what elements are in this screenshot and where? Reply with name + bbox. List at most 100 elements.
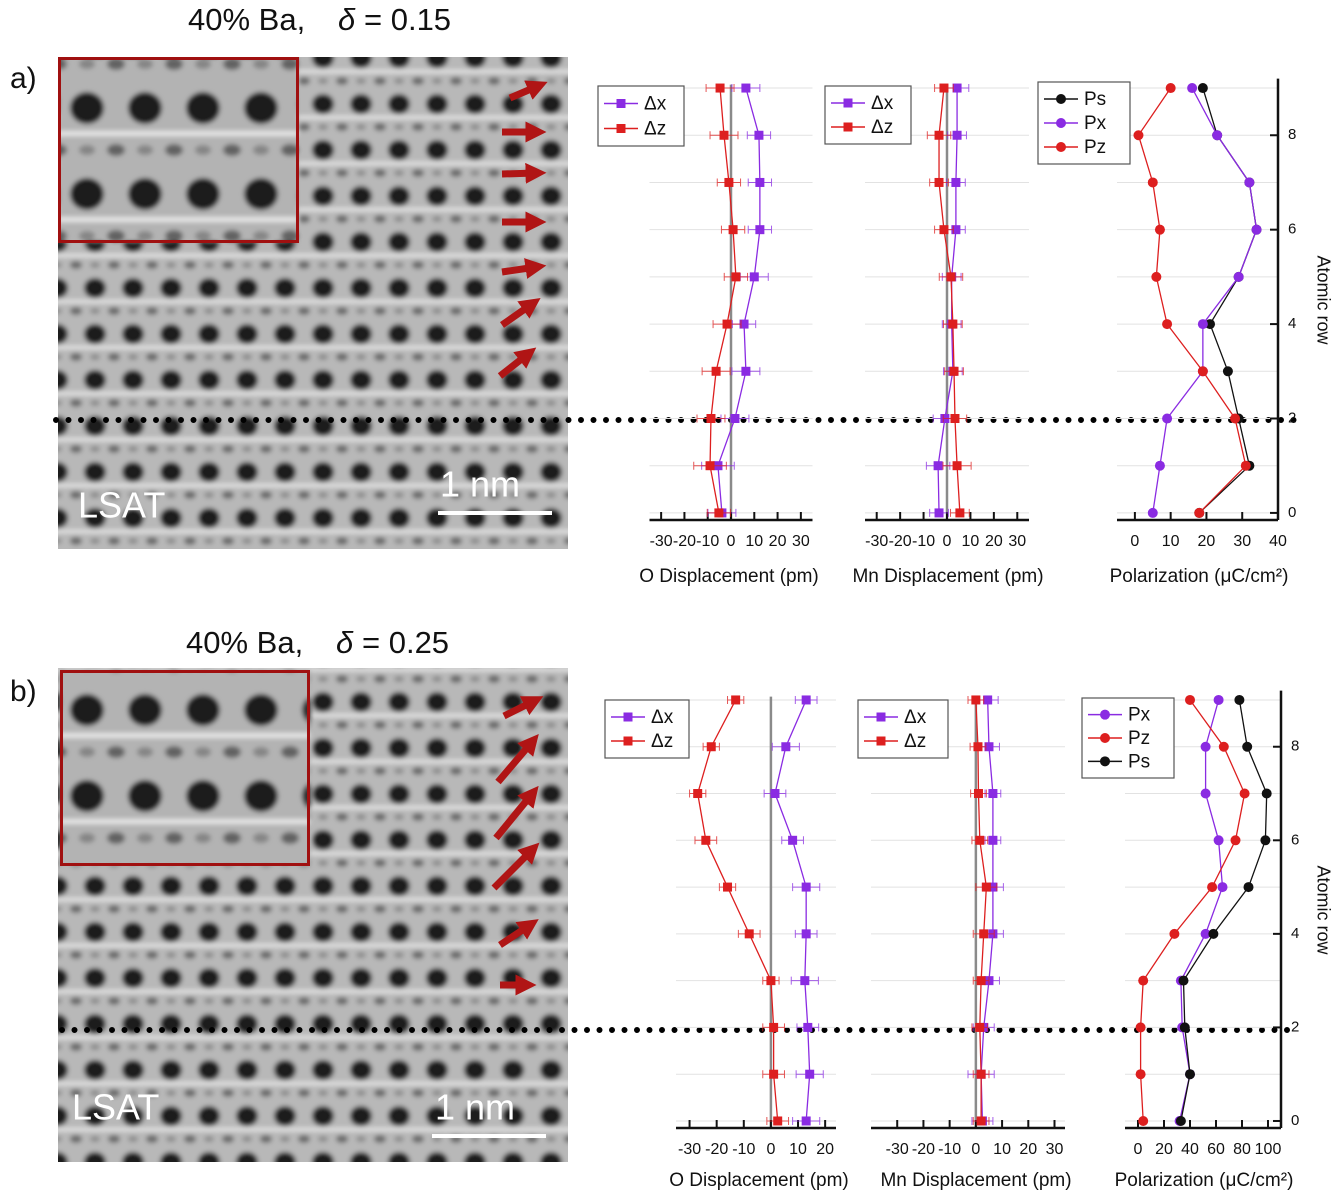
marker <box>1162 413 1173 424</box>
marker <box>934 177 944 187</box>
marker <box>1185 694 1195 705</box>
panel-title: 40% Ba, <box>186 625 303 660</box>
legend-box <box>857 699 949 759</box>
marker <box>769 1022 779 1032</box>
marker <box>952 130 962 140</box>
y-tick-label: 0 <box>1288 504 1296 521</box>
marker <box>975 1022 985 1032</box>
marker <box>723 882 733 892</box>
marker <box>1154 224 1165 235</box>
legend-label: Δx <box>651 707 674 728</box>
marker <box>744 929 754 939</box>
x-tick-label: 40 <box>1181 1141 1199 1158</box>
marker <box>714 508 724 518</box>
x-tick-label: 20 <box>816 1141 834 1158</box>
marker <box>1138 975 1149 986</box>
legend-marker <box>616 99 626 108</box>
legend-box <box>597 85 685 147</box>
x-axis-label: Polarization (μC/cm²) <box>1115 1170 1294 1191</box>
marker <box>773 1116 783 1126</box>
x-tick-label: -20 <box>673 533 696 550</box>
x-tick-label: -30 <box>886 1141 909 1158</box>
y-tick-label: 0 <box>1291 1112 1299 1129</box>
marker <box>781 742 791 752</box>
marker <box>1230 413 1241 424</box>
marker <box>739 319 749 329</box>
marker <box>1178 975 1189 986</box>
marker <box>741 366 751 376</box>
x-tick-label: 0 <box>943 533 952 550</box>
marker <box>1194 507 1205 518</box>
x-tick-label: 10 <box>962 533 980 550</box>
panel-title: 40% Ba, <box>188 2 305 37</box>
marker <box>731 272 741 282</box>
x-tick-label: -20 <box>705 1141 728 1158</box>
marker <box>1197 83 1208 94</box>
marker <box>988 789 998 799</box>
legend-label: Δx <box>644 94 667 115</box>
x-tick-label: -20 <box>912 1141 935 1158</box>
marker <box>728 225 738 235</box>
legend-box <box>824 85 912 145</box>
x-tick-label: 0 <box>1130 533 1139 550</box>
marker <box>1135 1022 1146 1033</box>
marker <box>1133 130 1144 141</box>
y-axis-label: Atomic row <box>1313 865 1333 955</box>
legend-marker <box>876 736 886 746</box>
marker <box>979 929 989 939</box>
x-axis-label: Mn Displacement (pm) <box>880 1170 1071 1191</box>
legend-marker <box>843 98 853 108</box>
marker <box>1175 1115 1186 1126</box>
marker <box>1205 319 1216 330</box>
marker <box>749 272 759 282</box>
x-axis-label: O Displacement (pm) <box>639 566 819 587</box>
inset-frame <box>60 670 310 866</box>
marker <box>1135 1069 1146 1080</box>
legend-marker <box>1100 733 1110 743</box>
marker <box>1197 366 1208 377</box>
marker <box>715 83 725 93</box>
series-line <box>697 699 779 1122</box>
x-axis-label: Polarization (μC/cm²) <box>1110 566 1289 587</box>
delta-symbol: δ <box>336 625 354 660</box>
legend-label: Δz <box>644 119 666 140</box>
marker <box>803 1022 813 1032</box>
marker <box>1138 1115 1149 1126</box>
y-tick-label: 4 <box>1291 925 1299 942</box>
marker <box>705 461 715 471</box>
substrate-label: LSAT <box>78 485 165 526</box>
substrate-label: LSAT <box>72 1087 159 1128</box>
marker <box>754 130 764 140</box>
x-tick-label: -30 <box>650 533 673 550</box>
marker <box>933 461 943 471</box>
marker <box>952 461 962 471</box>
marker <box>948 319 958 329</box>
marker <box>769 1069 779 1079</box>
x-tick-label: 0 <box>971 1141 980 1158</box>
marker <box>983 695 993 705</box>
legend-label: Pz <box>1084 137 1106 158</box>
marker <box>949 366 959 376</box>
y-tick-label: 4 <box>1288 315 1296 332</box>
x-tick-label: -20 <box>889 533 912 550</box>
marker <box>1243 882 1254 893</box>
marker <box>981 882 991 892</box>
x-tick-label: 10 <box>1162 533 1180 550</box>
marker <box>951 225 961 235</box>
legend-label: Δz <box>871 117 893 138</box>
marker <box>934 130 944 140</box>
marker <box>755 225 765 235</box>
y-tick-label: 8 <box>1291 738 1299 755</box>
marker <box>973 742 983 752</box>
x-axis-label: Mn Displacement (pm) <box>852 566 1043 587</box>
marker <box>724 177 734 187</box>
marker <box>766 976 776 986</box>
marker <box>955 508 965 518</box>
marker <box>1251 224 1262 235</box>
legend-marker <box>876 712 886 722</box>
marker <box>801 1116 811 1126</box>
x-tick-label: -10 <box>912 533 935 550</box>
y-tick-label: 6 <box>1291 831 1299 848</box>
marker <box>1165 83 1176 94</box>
